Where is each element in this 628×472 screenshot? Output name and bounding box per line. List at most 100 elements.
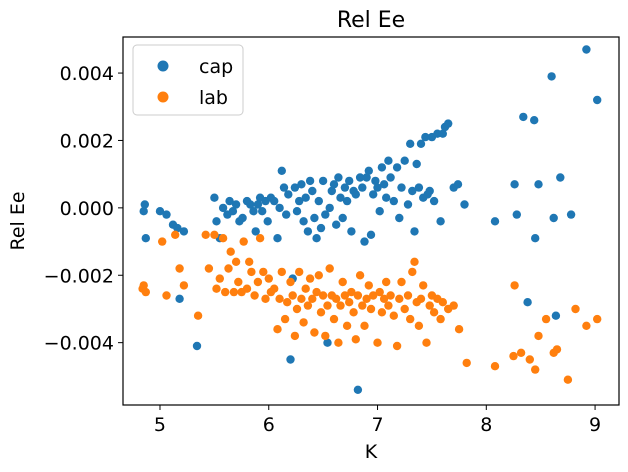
point-lab-101 [430,308,438,316]
point-cap-111 [510,180,518,188]
point-lab-39 [286,278,294,286]
point-lab-7 [180,281,188,289]
point-cap-44 [302,194,310,202]
point-lab-3 [158,237,166,245]
point-lab-114 [531,365,539,373]
point-cap-79 [378,163,386,171]
point-cap-78 [376,207,384,215]
point-cap-35 [282,210,290,218]
point-lab-62 [336,301,344,309]
point-lab-119 [564,376,572,384]
point-lab-97 [419,281,427,289]
point-cap-113 [519,113,527,121]
point-cap-48 [310,214,318,222]
point-lab-56 [323,301,331,309]
point-cap-71 [360,237,368,245]
point-cap-36 [284,190,292,198]
point-cap-64 [345,177,353,185]
point-cap-30 [270,197,278,205]
point-cap-89 [404,200,412,208]
point-lab-69 [352,335,360,343]
point-lab-65 [343,322,351,330]
point-lab-84 [386,291,394,299]
point-lab-42 [293,305,301,313]
point-lab-83 [384,301,392,309]
y-axis-label: Rel Ee [7,191,29,250]
point-lab-91 [406,315,414,323]
point-cap-55 [326,204,334,212]
point-lab-107 [455,325,463,333]
point-cap-80 [380,180,388,188]
point-lab-34 [273,325,281,333]
point-lab-112 [517,349,525,357]
point-lab-5 [171,231,179,239]
x-tick-label: 9 [589,414,601,436]
point-cap-93 [413,160,421,168]
point-lab-45 [299,318,307,326]
point-lab-90 [404,291,412,299]
point-cap-87 [397,183,405,191]
point-lab-48 [306,274,314,282]
point-cap-121 [556,173,564,181]
point-lab-26 [250,291,258,299]
point-lab-19 [232,258,240,266]
x-axis-label: K [365,441,378,463]
point-cap-7 [175,295,183,303]
point-cap-17 [232,200,240,208]
point-cap-31 [273,234,281,242]
point-cap-124 [593,96,601,104]
point-cap-47 [308,187,316,195]
legend: cap lab [133,45,243,115]
point-lab-110 [509,352,517,360]
point-lab-17 [227,248,235,256]
point-cap-46 [306,177,314,185]
point-cap-123 [582,45,590,53]
point-lab-25 [247,268,255,276]
legend-label-lab: lab [199,87,228,109]
point-lab-122 [593,315,601,323]
point-cap-85 [393,163,401,171]
point-lab-20 [234,278,242,286]
point-cap-73 [365,167,373,175]
point-lab-82 [382,278,390,286]
point-lab-13 [216,274,224,282]
point-cap-49 [312,234,320,242]
point-lab-46 [302,285,310,293]
point-cap-19 [238,214,246,222]
point-cap-112 [513,210,521,218]
point-lab-38 [283,298,291,306]
point-cap-86 [395,214,403,222]
point-lab-22 [240,237,248,245]
point-cap-82 [384,157,392,165]
legend-marker-cap [158,61,169,72]
point-lab-27 [254,278,262,286]
point-cap-8 [180,227,188,235]
point-lab-52 [315,271,323,279]
point-lab-8 [194,312,202,320]
point-cap-28 [264,217,272,225]
point-lab-95 [415,322,423,330]
point-lab-15 [221,288,229,296]
y-tick-label: 0.000 [60,198,114,220]
point-lab-73 [360,322,368,330]
point-cap-43 [299,217,307,225]
point-cap-50 [315,197,323,205]
point-cap-4 [162,210,170,218]
point-cap-37 [286,355,294,363]
point-lab-18 [230,288,238,296]
point-cap-45 [304,227,312,235]
point-lab-111 [510,281,518,289]
point-cap-117 [534,180,542,188]
point-lab-23 [243,285,251,293]
point-cap-59 [334,173,342,181]
point-lab-87 [395,295,403,303]
point-cap-58 [332,221,340,229]
point-cap-26 [258,207,266,215]
point-cap-90 [406,140,414,148]
point-cap-40 [293,207,301,215]
point-lab-93 [410,258,418,266]
x-tick-label: 6 [263,414,275,436]
point-lab-50 [310,328,318,336]
point-lab-116 [542,315,550,323]
